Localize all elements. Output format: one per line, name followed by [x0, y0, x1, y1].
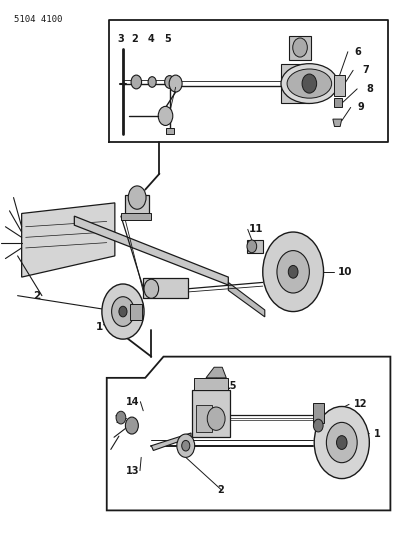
Polygon shape: [74, 216, 228, 285]
Bar: [281, 64, 309, 103]
Circle shape: [144, 279, 159, 298]
Circle shape: [277, 251, 309, 293]
Circle shape: [131, 75, 142, 89]
Circle shape: [177, 434, 195, 457]
Bar: [334, 98, 342, 108]
Bar: [196, 406, 212, 432]
Bar: [192, 390, 231, 437]
Circle shape: [326, 422, 357, 463]
Text: 7: 7: [114, 415, 121, 425]
Text: 7: 7: [362, 66, 369, 75]
Text: 3: 3: [118, 34, 124, 44]
Bar: [246, 240, 263, 253]
Bar: [313, 403, 324, 423]
Circle shape: [116, 411, 126, 424]
Bar: [121, 214, 151, 220]
Text: 4: 4: [148, 34, 155, 44]
Polygon shape: [22, 203, 115, 277]
Text: 5: 5: [164, 34, 171, 44]
Bar: [194, 378, 228, 390]
Circle shape: [337, 435, 347, 449]
Text: 10: 10: [338, 267, 352, 277]
Text: 8: 8: [366, 84, 373, 94]
Bar: [143, 278, 188, 298]
Circle shape: [207, 407, 225, 430]
Circle shape: [125, 417, 138, 434]
Text: 14: 14: [126, 397, 139, 407]
Text: 2: 2: [217, 485, 224, 495]
Bar: [125, 195, 149, 216]
Circle shape: [158, 107, 173, 125]
Text: 1: 1: [95, 322, 103, 333]
Circle shape: [165, 76, 174, 88]
Circle shape: [247, 240, 257, 253]
Polygon shape: [151, 433, 191, 450]
Circle shape: [263, 232, 324, 312]
Text: 6: 6: [354, 47, 361, 56]
Text: 5104 4100: 5104 4100: [13, 14, 62, 23]
Text: 12: 12: [354, 399, 368, 409]
Bar: [130, 304, 142, 319]
Bar: [334, 75, 345, 96]
Bar: [289, 36, 311, 60]
Circle shape: [313, 419, 323, 432]
Ellipse shape: [287, 69, 332, 98]
Ellipse shape: [281, 63, 338, 103]
Bar: [166, 127, 174, 134]
Circle shape: [112, 297, 134, 326]
Circle shape: [182, 440, 190, 451]
Circle shape: [148, 77, 156, 87]
Circle shape: [169, 75, 182, 92]
Polygon shape: [206, 367, 226, 378]
Circle shape: [102, 284, 144, 339]
Text: 9: 9: [358, 102, 365, 112]
Circle shape: [314, 407, 369, 479]
Circle shape: [288, 265, 298, 278]
Circle shape: [293, 38, 307, 57]
Text: 2: 2: [33, 290, 40, 301]
Circle shape: [128, 186, 146, 209]
Circle shape: [119, 306, 127, 317]
Polygon shape: [333, 119, 342, 126]
Text: 2: 2: [132, 34, 138, 44]
Text: 13: 13: [126, 466, 139, 475]
Text: 1: 1: [374, 429, 381, 439]
Polygon shape: [228, 282, 265, 317]
Text: 11: 11: [248, 224, 263, 235]
Text: 15: 15: [224, 381, 237, 391]
Circle shape: [302, 74, 317, 93]
